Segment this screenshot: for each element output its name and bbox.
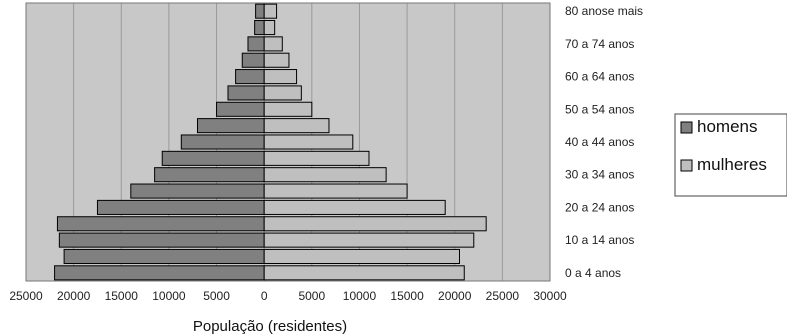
- bar-mulheres: [263, 150, 370, 166]
- x-tick-label: 5000: [298, 289, 325, 303]
- bar-mulheres: [263, 36, 283, 52]
- bar-mulheres: [263, 3, 278, 19]
- bar-homens: [54, 265, 265, 281]
- bar-homens: [196, 118, 265, 134]
- x-tick-label: 25000: [486, 289, 520, 303]
- bar-homens: [58, 232, 265, 248]
- bar-mulheres: [263, 134, 354, 150]
- bar-homens: [235, 69, 265, 85]
- bar-mulheres: [263, 232, 475, 248]
- category-label: 20 a 24 anos: [565, 200, 634, 214]
- x-tick-label: 10000: [343, 289, 377, 303]
- category-label: 0 a 4 anos: [565, 266, 621, 280]
- bars: [54, 3, 487, 281]
- bar-homens: [130, 183, 265, 199]
- category-label: 30 a 34 anos: [565, 168, 634, 182]
- x-tick-label: 30000: [533, 289, 567, 303]
- category-label: 60 a 64 anos: [565, 70, 634, 84]
- bar-homens: [216, 101, 265, 117]
- bar-homens: [247, 36, 265, 52]
- bar-mulheres: [263, 85, 302, 101]
- bar-mulheres: [263, 101, 313, 117]
- category-labels: 0 a 4 anos 10 a 14 anos 20 a 24 anos 30 a 3…: [565, 4, 643, 280]
- x-tick-label: 20000: [57, 289, 91, 303]
- bar-mulheres: [263, 216, 487, 232]
- bar-homens: [241, 52, 265, 68]
- bar-homens: [96, 199, 265, 215]
- x-axis-label: População (residentes): [193, 318, 347, 335]
- category-label: 70 a 74 anos: [565, 37, 634, 51]
- legend-frame: [674, 113, 787, 197]
- bar-mulheres: [263, 183, 408, 199]
- legend: homens mulheres: [674, 113, 787, 197]
- x-tick-labels: 25000 20000 15000 10000 5000 0 5000 10000 15000 2…: [9, 289, 567, 303]
- bar-mulheres: [263, 265, 465, 281]
- bar-mulheres: [263, 52, 290, 68]
- plot-border: [25, 2, 551, 282]
- bar-mulheres: [263, 248, 460, 265]
- bar-homens: [161, 150, 265, 166]
- x-tick-label: 25000: [9, 289, 43, 303]
- bar-homens: [254, 19, 265, 36]
- x-tick-label: 10000: [152, 289, 186, 303]
- x-tick-label: 15000: [105, 289, 139, 303]
- category-label: 40 a 44 anos: [565, 135, 634, 149]
- bar-homens: [227, 85, 265, 101]
- category-label: 10 a 14 anos: [565, 233, 634, 247]
- bar-mulheres: [263, 118, 330, 134]
- legend-label-mulheres: mulheres: [697, 155, 767, 174]
- bar-homens: [56, 216, 265, 232]
- category-label: 80 anose mais: [565, 4, 643, 18]
- bar-homens: [255, 3, 265, 19]
- bar-mulheres: [263, 167, 387, 183]
- bar-mulheres: [263, 69, 298, 85]
- bar-homens: [154, 167, 265, 183]
- x-tick-label: 0: [261, 289, 268, 303]
- category-label: 50 a 54 anos: [565, 102, 634, 116]
- legend-label-homens: homens: [697, 117, 757, 136]
- bar-mulheres: [263, 19, 276, 36]
- bar-mulheres: [263, 199, 446, 215]
- legend-swatch-homens: [680, 121, 693, 134]
- x-tick-label: 15000: [390, 289, 424, 303]
- x-tick-label: 5000: [203, 289, 230, 303]
- bar-homens: [180, 134, 265, 150]
- x-tick-label: 20000: [438, 289, 472, 303]
- legend-swatch-mulheres: [680, 159, 693, 172]
- bar-homens: [63, 248, 265, 265]
